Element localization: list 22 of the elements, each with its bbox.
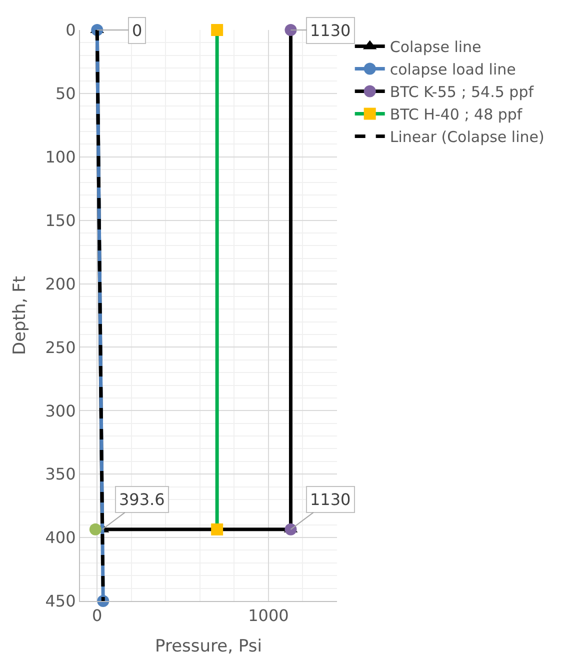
legend-label: Colapse line	[390, 38, 482, 56]
annotation: 393.6	[119, 490, 165, 509]
y-tick-label: 400	[45, 528, 76, 548]
legend-label: BTC H-40 ; 48 ppf	[390, 106, 523, 124]
annotation: 1130	[310, 490, 351, 509]
y-tick-label: 50	[55, 84, 76, 104]
annotation: 1130	[310, 21, 351, 40]
y-axis-title: Depth, Ft	[10, 276, 30, 356]
y-tick-label: 450	[45, 592, 76, 611]
y-tick-label: 200	[45, 274, 76, 294]
annotation: 0	[132, 21, 142, 40]
x-axis-title: Pressure, Psi	[155, 636, 262, 657]
y-tick-label: 250	[45, 338, 76, 357]
y-tick-label: 300	[45, 401, 76, 420]
legend-label: colapse load line	[390, 60, 516, 79]
legend-label: Linear (Colapse line)	[390, 128, 544, 146]
y-tick-label: 150	[45, 210, 76, 230]
y-tick-label: 0	[66, 20, 76, 40]
x-tick-label: 1000	[248, 606, 289, 626]
y-tick-label: 350	[45, 464, 76, 484]
y-tick-label: 100	[45, 147, 76, 166]
legend-label: BTC K-55 ; 54.5 ppf	[390, 83, 534, 102]
